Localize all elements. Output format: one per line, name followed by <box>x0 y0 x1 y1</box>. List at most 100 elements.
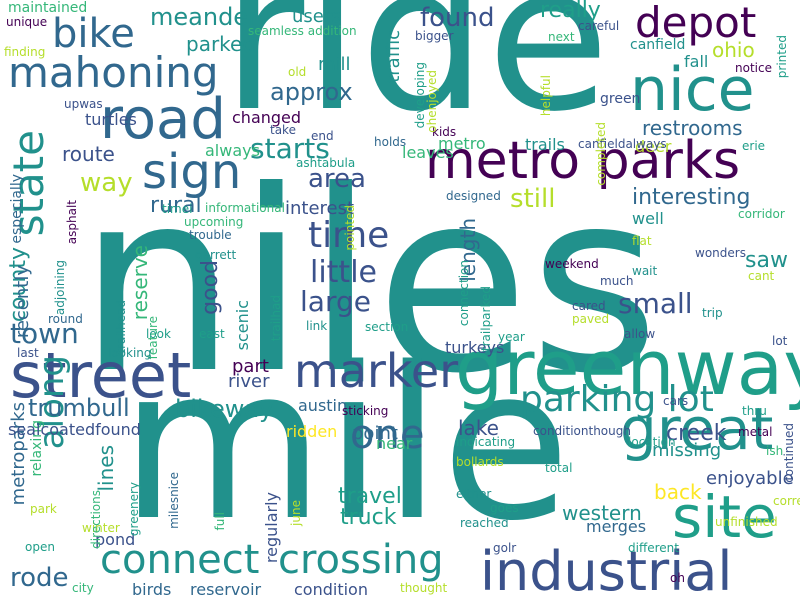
cloud-word: mahoning <box>8 48 219 97</box>
cloud-word: canfield <box>630 37 686 53</box>
cloud-word: pointed <box>343 205 357 251</box>
cloud-word: oh <box>670 571 685 585</box>
cloud-word: metro <box>438 134 486 153</box>
cloud-word: erie <box>742 139 766 153</box>
cloud-word: directions <box>89 490 103 549</box>
cloud-word: trouble <box>189 228 232 242</box>
cloud-word: upcoming <box>184 215 244 229</box>
cloud-word: helpful <box>539 75 553 117</box>
cloud-word: printed <box>775 35 789 79</box>
cloud-word: wait <box>632 264 658 278</box>
cloud-word: pond <box>95 530 136 549</box>
cloud-word: reserve <box>128 245 152 321</box>
cloud-word: leaves <box>402 143 454 162</box>
cloud-word: looking <box>108 346 152 360</box>
cloud-word: austin <box>298 396 348 415</box>
cloud-word: interesting <box>632 185 751 210</box>
cloud-word: ish <box>766 444 784 458</box>
cloud-word: round <box>48 312 83 326</box>
cloud-word: metroparks <box>8 402 29 506</box>
cloud-word: cars <box>663 394 689 408</box>
cloud-word: back <box>654 480 702 504</box>
cloud-word: large <box>300 285 371 318</box>
cloud-word: condition <box>294 580 368 599</box>
cloud-word: old <box>288 65 307 79</box>
cloud-word: thought <box>400 581 448 595</box>
cloud-word: much <box>600 274 634 288</box>
cloud-word: trailparked <box>479 286 493 352</box>
cloud-word: bikeway <box>175 395 274 423</box>
cloud-word: part <box>232 356 269 377</box>
cloud-word: location <box>628 435 676 449</box>
cloud-word: paved <box>572 312 610 326</box>
cloud-word: total <box>545 461 573 475</box>
cloud-word: approx <box>270 78 353 106</box>
cloud-word: connection <box>457 260 471 327</box>
cloud-word: open <box>25 540 55 554</box>
cloud-word: wonders <box>695 246 746 260</box>
cloud-word: merges <box>586 517 647 536</box>
cloud-word: winter <box>82 521 120 535</box>
cloud-word: parked <box>186 32 256 56</box>
cloud-word: park <box>30 502 57 516</box>
cloud-word: trip <box>702 306 723 320</box>
cloud-word: link <box>306 319 328 333</box>
cloud-word: nice <box>630 55 755 125</box>
cloud-word: next <box>548 30 575 44</box>
cloud-word: trailhad <box>269 295 283 342</box>
cloud-word: flat <box>632 234 652 248</box>
cloud-word: traffic <box>383 30 404 83</box>
cloud-word: city <box>72 581 94 595</box>
cloud-word: ridden <box>286 422 338 441</box>
cloud-word: recently <box>12 265 33 339</box>
cloud-word: found <box>420 3 495 33</box>
cloud-word: truck <box>340 505 397 530</box>
cloud-word: parking lot <box>520 379 714 420</box>
cloud-word: creek <box>666 421 727 446</box>
cloud-word: well <box>632 209 664 228</box>
cloud-word: metro parks <box>425 131 741 191</box>
cloud-word: upwas <box>64 97 103 111</box>
cloud-word: small <box>618 287 693 320</box>
cloud-word: rode <box>10 563 69 593</box>
cloud-word: ashtabula <box>296 156 356 170</box>
cloud-word: rural <box>150 193 202 218</box>
cloud-word: regularly <box>262 492 281 564</box>
cloud-word: milesnice <box>167 472 181 529</box>
cloud-word: holds <box>374 135 407 149</box>
cloud-word: site <box>672 483 777 551</box>
cloud-word: garrett <box>195 248 237 262</box>
cloud-word: saw <box>745 248 788 273</box>
cloud-word: correct <box>773 494 800 508</box>
cloud-word: maintained <box>8 0 88 16</box>
cloud-word: way <box>80 168 133 198</box>
cloud-word: trails <box>525 135 565 154</box>
cloud-word: trumbull <box>28 394 130 422</box>
cloud-word: area <box>308 164 366 194</box>
cloud-word: starts <box>250 132 330 165</box>
cloud-word: scenic <box>233 300 252 351</box>
cloud-word: western <box>562 501 642 525</box>
cloud-word: turkeys <box>445 338 505 357</box>
cloud-word: unique <box>6 15 48 29</box>
cloud-word: connect <box>100 537 260 583</box>
cloud-word: missing <box>652 440 722 461</box>
cloud-word: marker <box>294 344 459 398</box>
cloud-word: section <box>365 320 409 334</box>
cloud-word: bike <box>52 11 135 57</box>
cloud-word: interest <box>285 198 355 219</box>
cloud-word: greenway <box>455 323 800 412</box>
cloud-word: thru <box>742 404 767 418</box>
cloud-word: crossing <box>278 537 444 583</box>
cloud-word: goes <box>490 501 519 515</box>
cloud-word: niles <box>78 137 660 428</box>
cloud-word: look <box>146 327 171 341</box>
cloud-word: last <box>17 346 39 360</box>
cloud-word: conditionthough <box>533 424 631 438</box>
cloud-word: allow <box>624 327 656 341</box>
cloud-word: seamless addition <box>248 24 357 38</box>
cloud-word: indicating <box>456 435 516 449</box>
cloud-word: especially <box>9 174 25 244</box>
cloud-word: town <box>10 317 79 350</box>
cloud-word: bollards <box>456 455 504 469</box>
